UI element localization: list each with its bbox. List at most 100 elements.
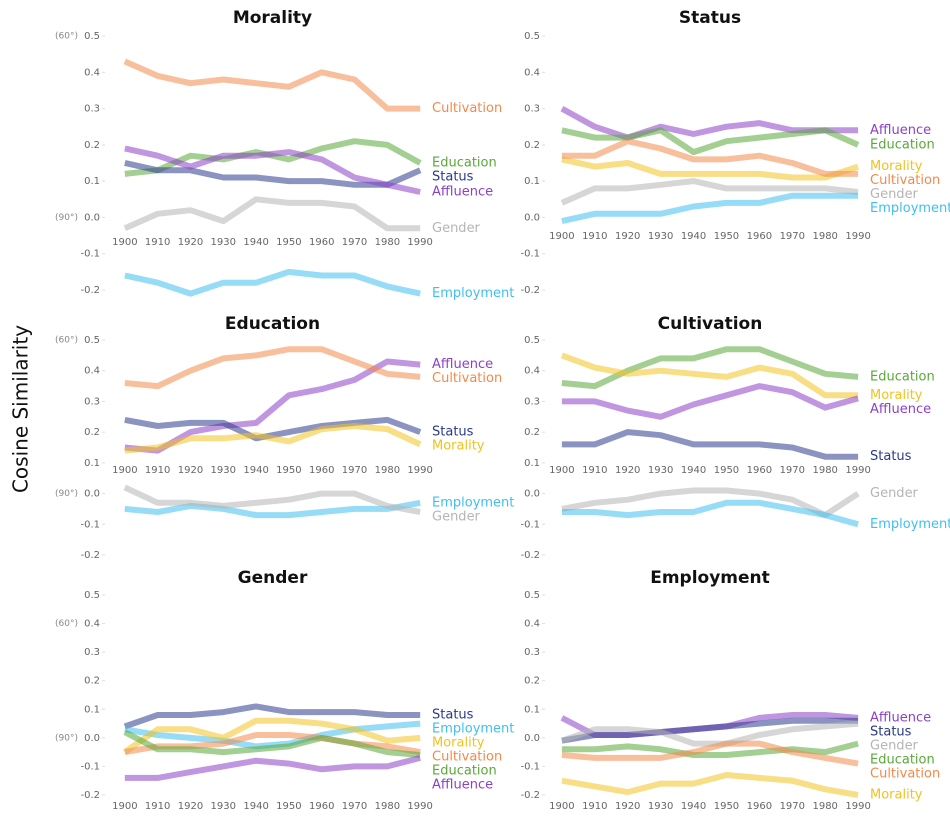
series-label: Cultivation	[870, 173, 940, 188]
x-tick-label: 1980	[812, 231, 837, 242]
series-band	[561, 383, 859, 420]
panel-title: Cultivation	[658, 314, 763, 334]
series-label: Gender	[432, 221, 481, 236]
y-tick-label: 0.1	[524, 176, 540, 187]
y-tick-label: 0.0	[84, 733, 100, 744]
series-label: Cultivation	[432, 101, 502, 116]
series-band	[124, 145, 421, 195]
x-tick-label: 1900	[549, 231, 574, 242]
series-label: Employment	[432, 722, 514, 737]
series-label: Employment	[432, 495, 514, 510]
x-tick-label: 1950	[276, 465, 301, 476]
y-tick-label: -0.1	[520, 249, 540, 260]
x-tick-label: 1950	[714, 465, 739, 476]
x-tick-label: 1950	[276, 237, 301, 248]
series-label: Gender	[870, 187, 919, 202]
x-tick-label: 1990	[845, 801, 870, 812]
x-tick-label: 1910	[582, 465, 607, 476]
x-tick-label: 1960	[747, 465, 772, 476]
y-tick-label: 0.5	[84, 590, 100, 601]
series-band	[124, 160, 422, 188]
y-tick-label: -0.2	[80, 550, 100, 561]
series-label: Affluence	[432, 185, 493, 200]
x-tick-label: 1910	[145, 801, 170, 812]
series-label: Affluence	[870, 123, 931, 138]
series-label: Education	[432, 764, 497, 779]
x-tick-label: 1980	[375, 801, 400, 812]
x-tick-label: 1930	[648, 465, 673, 476]
series-band	[123, 717, 421, 755]
y-tick-label: 0.1	[84, 458, 100, 469]
series-label: Affluence	[432, 778, 493, 793]
series-label: Education	[870, 369, 935, 384]
y-tick-label: 0.2	[524, 140, 540, 151]
y-tick-label: 0.2	[84, 140, 100, 151]
y-tick-label: -0.1	[80, 519, 100, 530]
y-tick-label: 0.0	[524, 489, 540, 500]
angle-annotation: (90°)	[55, 213, 78, 223]
y-tick-label: 0.3	[524, 396, 540, 407]
panel-title: Morality	[233, 8, 312, 28]
y-tick-label: 0.3	[84, 104, 100, 115]
series-label: Cultivation	[432, 750, 502, 765]
x-tick-label: 1920	[178, 465, 203, 476]
series-band	[560, 178, 859, 206]
x-tick-label: 1940	[681, 465, 706, 476]
x-tick-label: 1910	[145, 465, 170, 476]
y-tick-label: 0.5	[524, 31, 540, 42]
series-band	[560, 352, 859, 399]
x-tick-label: 1990	[407, 237, 432, 248]
y-tick-label: -0.2	[520, 790, 540, 801]
x-tick-label: 1990	[845, 465, 870, 476]
series-label: Status	[432, 170, 474, 185]
x-tick-label: 1930	[648, 801, 673, 812]
x-tick-label: 1940	[681, 801, 706, 812]
series-band	[124, 416, 422, 442]
series-band	[561, 740, 859, 758]
x-tick-label: 1980	[375, 237, 400, 248]
x-tick-label: 1940	[681, 231, 706, 242]
y-tick-label: -0.2	[520, 285, 540, 296]
y-axis-label: Cosine Similarity	[9, 325, 33, 493]
y-tick-label: 0.1	[524, 704, 540, 715]
series-band	[123, 729, 421, 758]
y-tick-label: -0.2	[80, 790, 100, 801]
angle-annotation: (90°)	[55, 733, 78, 743]
series-label: Status	[432, 708, 474, 723]
series-label: Education	[870, 137, 935, 152]
y-tick-label: 0.5	[524, 590, 540, 601]
series-band	[123, 703, 421, 730]
y-tick-label: 0.2	[524, 676, 540, 687]
series-label: Affluence	[870, 402, 931, 417]
x-tick-label: 1940	[243, 801, 268, 812]
x-tick-label: 1900	[549, 465, 574, 476]
x-tick-label: 1930	[211, 237, 236, 248]
y-tick-label: -0.1	[80, 761, 100, 772]
series-label: Morality	[870, 788, 923, 803]
series-band	[560, 720, 859, 747]
x-tick-label: 1940	[243, 465, 268, 476]
x-tick-label: 1970	[342, 465, 367, 476]
series-label: Education	[870, 752, 935, 767]
x-tick-label: 1980	[812, 801, 837, 812]
series-band	[561, 138, 859, 177]
series-band	[561, 429, 859, 460]
x-tick-label: 1920	[615, 801, 640, 812]
y-tick-label: -0.2	[520, 550, 540, 561]
y-tick-label: 0.2	[84, 427, 100, 438]
x-tick-label: 1960	[309, 801, 334, 812]
series-band	[561, 346, 859, 390]
angle-annotation: (60°)	[55, 619, 78, 629]
y-tick-label: 0.1	[84, 176, 100, 187]
x-tick-label: 1980	[812, 465, 837, 476]
y-tick-label: 0.0	[524, 733, 540, 744]
y-tick-label: -0.1	[520, 519, 540, 530]
x-tick-label: 1960	[747, 231, 772, 242]
y-tick-label: 0.4	[84, 67, 100, 78]
panel-title: Education	[225, 314, 320, 334]
series-band	[123, 58, 421, 112]
y-tick-label: 0.4	[84, 619, 100, 630]
series-label: Affluence	[870, 710, 931, 725]
series-band	[123, 196, 421, 232]
